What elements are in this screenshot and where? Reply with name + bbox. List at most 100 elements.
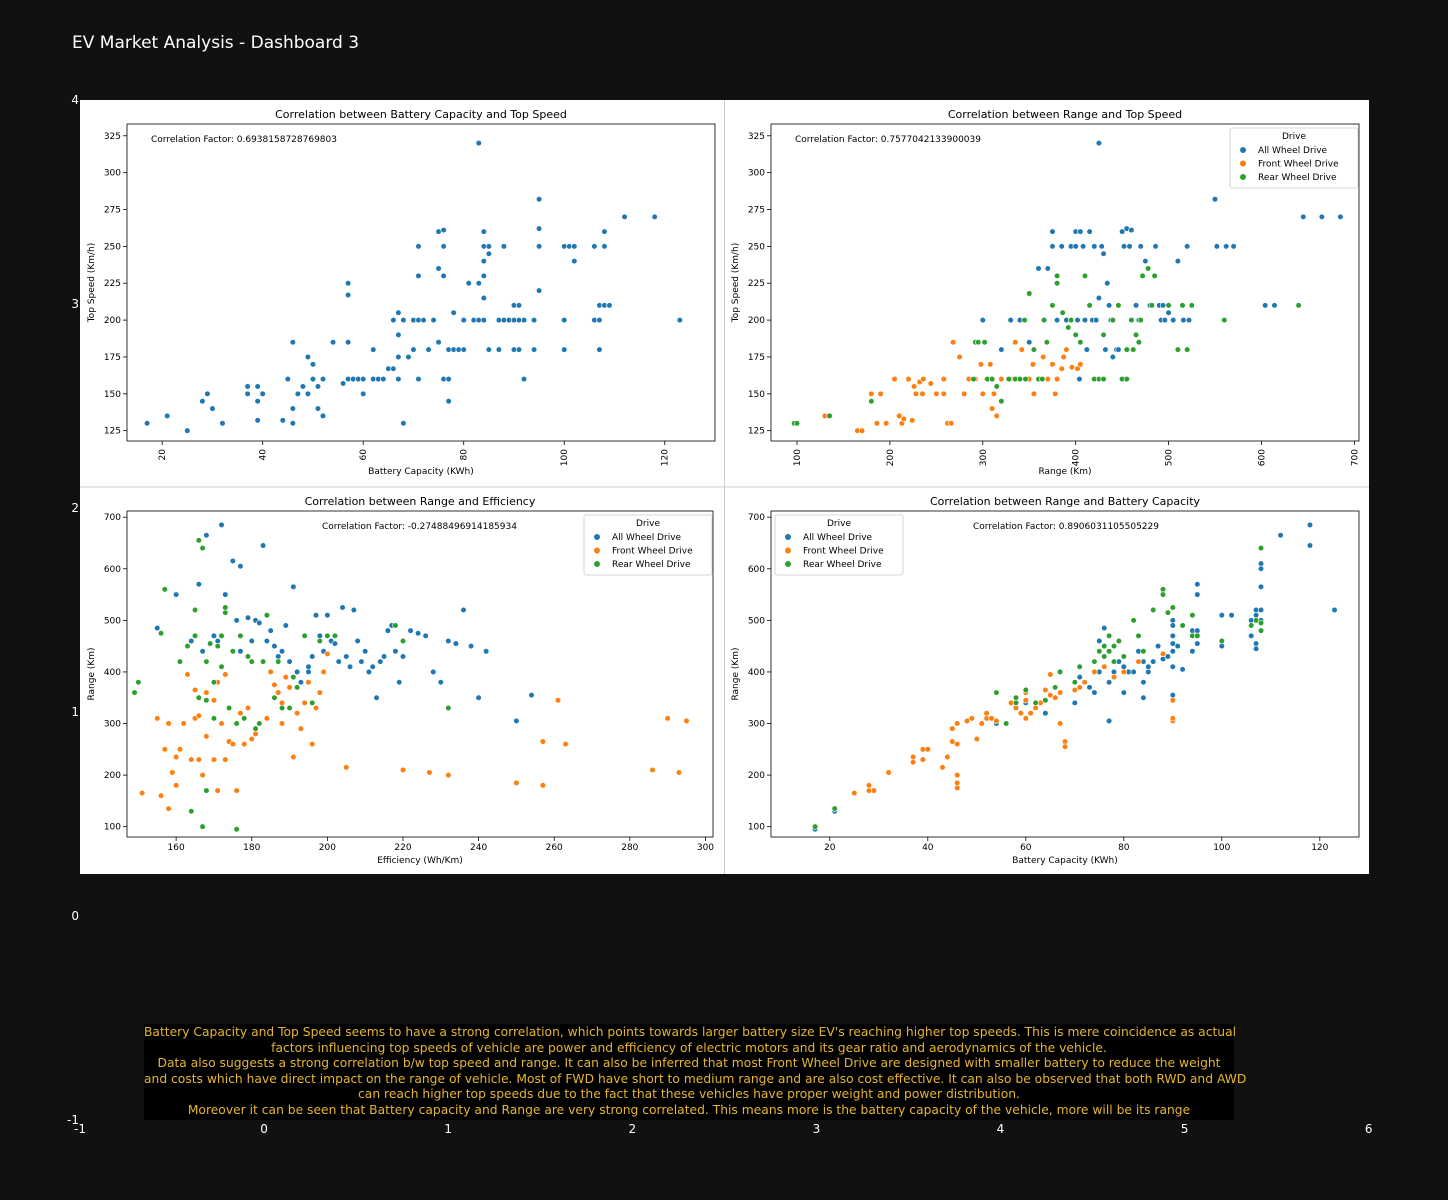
data-point [1096,648,1103,655]
data-point [440,272,447,279]
data-point [1174,346,1181,353]
data-point [940,390,947,397]
data-point [1194,632,1201,639]
data-point [1076,663,1083,670]
data-point [289,405,296,412]
y-tick-label: 325 [748,132,765,142]
data-point [282,673,289,681]
data-point [176,746,184,753]
data-point [480,272,487,279]
data-point [203,689,210,696]
data-point [164,412,171,420]
data-point [440,243,447,250]
data-point [1071,679,1078,686]
data-point [420,316,427,324]
data-point [225,704,233,712]
data-point [851,790,858,797]
data-point [1049,228,1056,235]
y-tick-label: 400 [104,668,121,678]
y-tick-label: 175 [748,353,765,363]
data-point [1054,375,1061,383]
data-point [1218,643,1225,650]
x-tick-label: 160 [168,843,185,853]
data-point [1063,346,1070,353]
data-point [1110,643,1118,650]
data-point [1091,689,1098,696]
data-point [1142,258,1149,265]
data-point [1102,346,1109,353]
data-point [924,746,931,753]
data-point [1306,542,1314,549]
y-tick-label: 400 [748,668,765,678]
data-point [275,653,282,660]
data-point [259,390,266,397]
data-point [1179,622,1186,629]
data-point [131,689,138,696]
data-point [983,710,990,717]
y-tick-label: 300 [104,720,121,730]
data-point [949,339,957,346]
data-point [1139,272,1146,279]
data-point [173,591,180,598]
data-point [309,361,317,368]
data-point [1148,302,1155,309]
series-rwd [811,545,1265,830]
data-point [1140,694,1147,701]
x-tick-label: 120 [1311,843,1328,853]
y-tick-label: 200 [104,771,121,781]
data-point [1054,316,1061,324]
data-point [237,563,244,570]
data-point [1262,302,1269,309]
data-point [1128,316,1135,324]
data-point [988,715,995,722]
legend-frame [583,514,713,576]
data-point [1135,658,1142,665]
data-point [1074,316,1081,324]
data-point [191,632,199,639]
data-point [279,417,286,424]
y-tick-label: 225 [748,279,765,289]
data-point [933,390,940,397]
annotation-line: Data also suggests a strong correlation … [157,1056,1221,1071]
data-point [437,679,444,686]
data-point [244,390,251,397]
data-point [392,648,399,655]
data-point [1300,213,1307,220]
y-tick-label: 100 [748,823,765,833]
annotation-line: factors influencing top speeds of vehicl… [271,1040,1107,1055]
data-point [1052,694,1059,701]
data-point [1086,302,1093,309]
data-point [360,390,367,397]
data-point [299,383,306,390]
data-point [324,650,331,657]
legend-frame [774,514,904,576]
data-point [445,375,452,383]
data-point [621,213,628,220]
data-point [1137,243,1144,250]
annotation-line: Battery Capacity and Top Speed seems to … [144,1025,1237,1039]
y-tick-label: 300 [104,169,121,179]
data-point [939,764,946,771]
y-tick-label: 150 [104,390,121,400]
data-point [345,280,352,287]
data-point [909,759,917,766]
data-point [1174,258,1181,265]
data-point [1257,606,1265,614]
y-tick-label: 150 [748,390,765,400]
x-tick-label: 500 [1165,449,1175,466]
data-point [390,316,397,324]
data-point [1169,663,1176,670]
data-point [410,346,417,353]
data-point [301,632,308,639]
data-point [1184,346,1191,353]
data-point [210,756,218,763]
data-point [1120,653,1127,660]
data-point [1169,622,1176,629]
data-point [1169,604,1176,611]
data-point [1022,697,1029,704]
data-point [536,287,543,294]
data-point [868,398,875,405]
data-point [1077,339,1084,346]
data-point [345,291,352,299]
data-point [870,787,878,794]
